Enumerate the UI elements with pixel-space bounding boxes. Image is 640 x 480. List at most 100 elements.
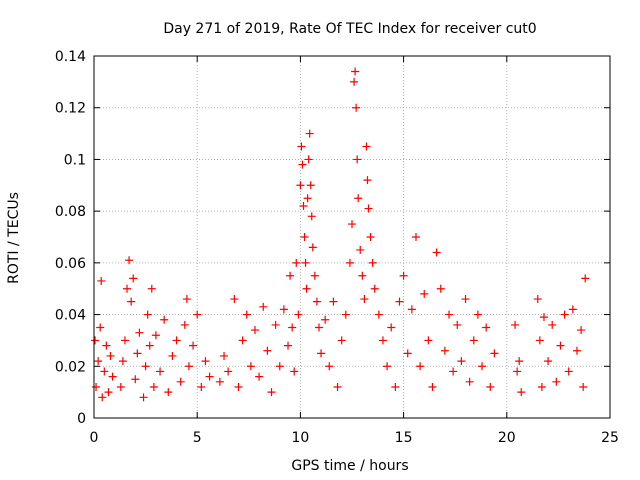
data-point xyxy=(348,220,356,229)
y-tick-label: 0 xyxy=(77,411,86,427)
data-points xyxy=(91,67,590,402)
data-point xyxy=(133,349,142,358)
data-point xyxy=(395,297,404,306)
data-point xyxy=(118,357,127,366)
data-point xyxy=(581,274,590,283)
data-point xyxy=(108,372,117,381)
data-point xyxy=(294,310,303,319)
data-point xyxy=(131,375,140,384)
data-point xyxy=(577,326,586,335)
data-point xyxy=(353,155,362,164)
data-point xyxy=(205,372,214,381)
y-tick-label: 0.06 xyxy=(55,256,86,272)
data-point xyxy=(453,320,462,329)
data-point xyxy=(356,245,365,254)
data-point xyxy=(193,310,202,319)
data-point xyxy=(215,377,224,386)
data-point xyxy=(440,346,449,355)
x-tick-label: 10 xyxy=(291,430,309,446)
data-point xyxy=(300,233,309,241)
data-point xyxy=(156,367,165,376)
data-point xyxy=(279,305,288,314)
data-point xyxy=(333,382,342,391)
data-point xyxy=(461,295,470,304)
data-point xyxy=(564,367,573,376)
data-point xyxy=(242,310,251,319)
x-tick-label: 0 xyxy=(90,430,99,446)
data-point xyxy=(360,295,369,304)
data-point xyxy=(407,305,416,314)
data-point xyxy=(374,310,383,319)
data-point xyxy=(184,362,193,371)
data-point xyxy=(147,284,156,293)
data-point xyxy=(515,357,524,366)
data-point xyxy=(358,271,367,280)
data-point xyxy=(94,357,103,366)
data-point xyxy=(478,362,487,371)
data-point xyxy=(351,67,360,76)
data-point xyxy=(238,336,247,345)
y-tick-label: 0.02 xyxy=(55,359,86,375)
data-point xyxy=(490,349,499,358)
data-point xyxy=(172,336,181,345)
x-tick-label: 25 xyxy=(601,430,619,446)
data-point xyxy=(465,377,474,386)
plot-frame xyxy=(93,55,611,419)
data-point xyxy=(197,382,206,391)
axis-ticks: 0 5 10 15 20 25 0 0.02 0.04 0.06 0.08 0.1 0.12 0.14 xyxy=(55,49,619,446)
data-point xyxy=(302,284,311,293)
data-point xyxy=(220,351,229,360)
data-point xyxy=(370,284,379,293)
data-point xyxy=(298,160,307,169)
data-point xyxy=(290,367,299,376)
data-point xyxy=(445,310,454,319)
data-point xyxy=(383,362,392,371)
data-point xyxy=(271,320,280,329)
data-point xyxy=(560,310,569,319)
data-point xyxy=(350,77,359,86)
data-point xyxy=(364,204,373,213)
data-point xyxy=(288,323,297,332)
data-point xyxy=(307,212,316,221)
data-point xyxy=(568,305,577,314)
data-point xyxy=(201,357,210,366)
y-tick-label: 0.04 xyxy=(55,308,86,324)
data-point xyxy=(151,331,160,340)
data-point xyxy=(139,393,148,402)
data-point xyxy=(125,256,134,265)
y-tick-label: 0.08 xyxy=(55,204,86,220)
data-point xyxy=(314,323,323,332)
data-point xyxy=(399,271,408,280)
data-point xyxy=(387,323,396,332)
data-point xyxy=(116,382,125,391)
data-point xyxy=(145,341,154,350)
data-point xyxy=(176,377,185,386)
data-point xyxy=(301,258,310,267)
data-point xyxy=(579,382,588,391)
data-point xyxy=(469,336,478,345)
data-point xyxy=(539,313,548,322)
data-point xyxy=(436,284,445,293)
data-point xyxy=(537,382,546,391)
data-point xyxy=(297,142,306,151)
data-point xyxy=(363,176,372,185)
data-point xyxy=(102,341,111,350)
data-point xyxy=(354,194,363,203)
data-point xyxy=(424,336,433,345)
data-point xyxy=(403,349,412,358)
data-point xyxy=(267,388,276,397)
data-point xyxy=(123,284,132,293)
data-point xyxy=(552,377,561,386)
data-point xyxy=(98,393,107,402)
data-point xyxy=(284,341,293,350)
data-point xyxy=(310,271,319,280)
data-point xyxy=(345,258,354,267)
data-point xyxy=(368,258,377,267)
data-point xyxy=(457,357,466,366)
data-point xyxy=(411,233,420,241)
data-point xyxy=(486,382,495,391)
data-point xyxy=(129,274,138,283)
data-point xyxy=(533,295,542,304)
